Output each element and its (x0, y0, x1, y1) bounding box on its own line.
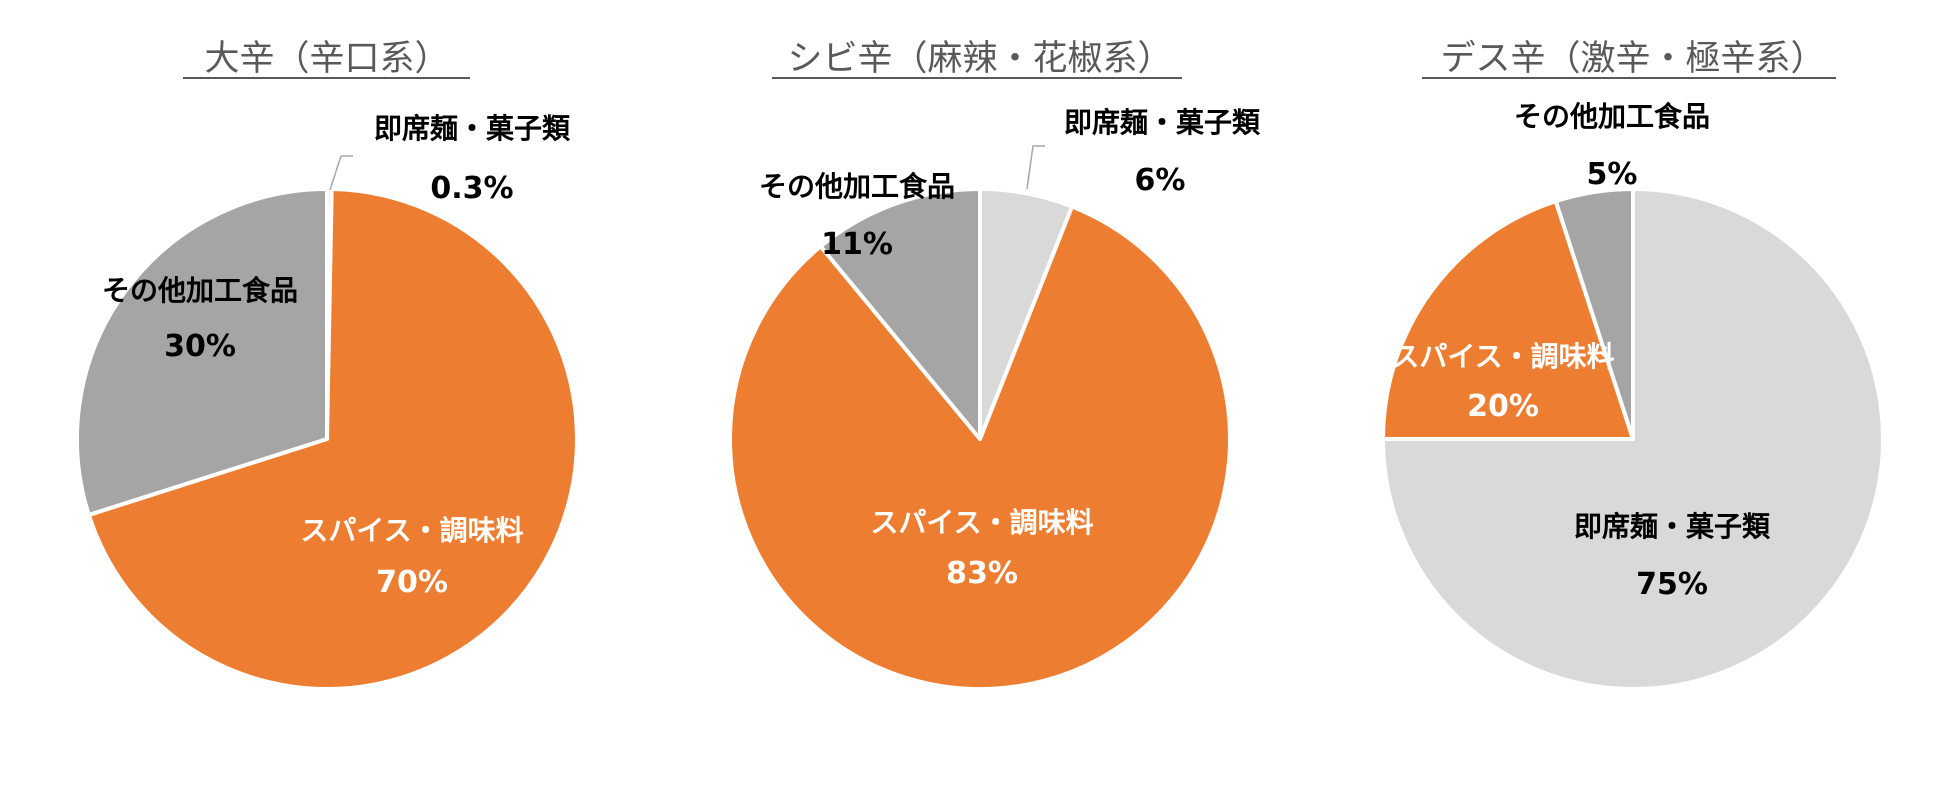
slice-label: 即席麺・菓子類 (1064, 106, 1261, 139)
slice-value: 83% (946, 556, 1018, 591)
slice-value: 5% (1587, 157, 1638, 192)
slice-label: スパイス・調味料 (1391, 340, 1614, 373)
pie-slice-3 (74, 187, 329, 517)
pie-chart-1: 大辛（辛口系） 即席麺・菓子類 0.3% スパイス・調味料 70% その他加工食品 30% (74, 39, 579, 691)
pie-chart-2: シビ辛（麻辣・花椒系） 即席麺・菓子類 6% スパイス・調味料 83% その他加工食品 11… (728, 39, 1261, 691)
chart-title: 大辛（辛口系） (204, 39, 449, 79)
slice-label: スパイス・調味料 (870, 506, 1093, 539)
slice-label: その他加工食品 (102, 274, 298, 307)
slice-value: 6% (1135, 163, 1186, 198)
pie-slice-3 (818, 187, 982, 441)
slice-value: 75% (1636, 567, 1708, 602)
slice-value: 70% (376, 565, 448, 600)
slice-value: 20% (1467, 389, 1539, 424)
pie-chart-3: デス辛（激辛・極辛系） 即席麺・菓子類 75% スパイス・調味料 20% その他加工食品 5… (1381, 39, 1885, 691)
slice-label: スパイス・調味料 (300, 514, 523, 547)
pie-slice-2 (728, 204, 1232, 691)
slice-label: 即席麺・菓子類 (1574, 510, 1771, 543)
chart-title: デス辛（激辛・極辛系） (1440, 39, 1825, 79)
leader-line (1026, 145, 1045, 190)
slice-value: 30% (164, 329, 236, 364)
leader-line (329, 155, 353, 191)
chart-title: シビ辛（麻辣・花椒系） (787, 39, 1172, 79)
pie-slice-2 (86, 187, 579, 691)
slice-value: 11% (821, 227, 893, 262)
pie-slice-3 (1553, 187, 1635, 441)
slice-label: その他加工食品 (759, 170, 955, 203)
slice-value: 0.3% (430, 171, 513, 206)
pie-slice-2 (1381, 199, 1635, 441)
slice-label: その他加工食品 (1514, 100, 1710, 133)
slice-label: 即席麺・菓子類 (374, 112, 571, 145)
